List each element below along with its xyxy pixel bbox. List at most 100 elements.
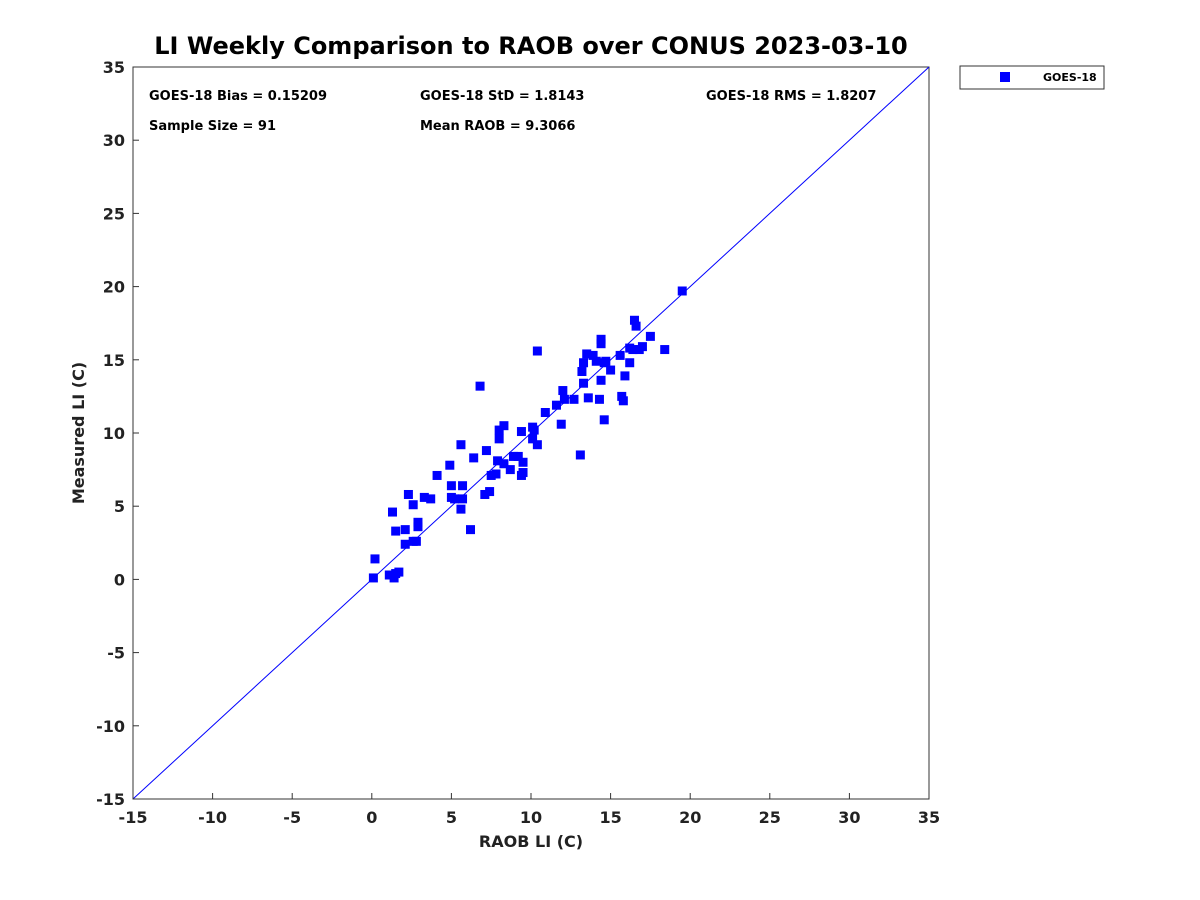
y-tick-label: -5 [107, 644, 125, 663]
data-point [450, 494, 460, 504]
data-point [419, 492, 429, 502]
data-point [601, 356, 611, 366]
data-point [508, 451, 518, 461]
data-point [529, 425, 539, 435]
y-tick-label: 35 [103, 58, 125, 77]
data-point [540, 408, 550, 418]
data-point [505, 465, 515, 475]
data-point [411, 536, 421, 546]
data-point [579, 378, 589, 388]
data-point [528, 434, 538, 444]
stat-bias: GOES-18 Bias = 0.15209 [149, 89, 327, 104]
data-point [582, 349, 592, 359]
data-point [493, 456, 503, 466]
data-point [516, 427, 526, 437]
x-tick-label: 15 [599, 808, 621, 827]
data-point [499, 459, 509, 469]
data-point [481, 446, 491, 456]
x-tick-label: -10 [198, 808, 227, 827]
data-point [370, 554, 380, 564]
data-point [588, 350, 598, 360]
data-point [499, 421, 509, 431]
data-point [403, 489, 413, 499]
data-point [575, 450, 585, 460]
data-point [569, 394, 579, 404]
data-point [368, 573, 378, 583]
data-point [445, 460, 455, 470]
data-point [629, 315, 639, 325]
stat-sample-size: Sample Size = 91 [149, 119, 276, 134]
data-points [368, 286, 687, 583]
data-point [432, 470, 442, 480]
y-tick-label: -15 [96, 790, 125, 809]
data-point [391, 526, 401, 536]
data-point [485, 487, 495, 497]
y-tick-label: -10 [96, 717, 125, 736]
data-point [591, 356, 601, 366]
x-tick-label: 10 [520, 808, 542, 827]
x-axis-label: RAOB LI (C) [479, 832, 583, 851]
y-tick-label: 15 [103, 351, 125, 370]
data-point [475, 381, 485, 391]
data-point [618, 396, 628, 406]
data-point [426, 494, 436, 504]
stat-mean-raob: Mean RAOB = 9.3066 [420, 119, 575, 134]
data-point [637, 342, 647, 352]
data-point [677, 286, 687, 296]
data-point [384, 570, 394, 580]
y-tick-label: 20 [103, 278, 125, 297]
data-point [494, 425, 504, 435]
data-point [400, 525, 410, 535]
x-tick-label: -5 [283, 808, 301, 827]
x-tick-label: 35 [918, 808, 940, 827]
data-point [558, 386, 568, 396]
legend-box [959, 65, 1105, 90]
stat-rms: GOES-18 RMS = 1.8207 [706, 89, 876, 104]
data-point [599, 415, 609, 425]
data-point [466, 525, 476, 535]
data-point [408, 500, 418, 510]
data-point [551, 400, 561, 410]
data-point [518, 457, 528, 467]
data-point [660, 345, 670, 355]
data-point [596, 334, 606, 344]
x-tick-label: 30 [838, 808, 860, 827]
data-point [628, 345, 638, 355]
data-point [400, 539, 410, 549]
data-point [596, 375, 606, 385]
data-point [577, 367, 587, 377]
data-point [458, 481, 468, 491]
data-point [625, 358, 635, 368]
data-point [620, 371, 630, 381]
data-point [556, 419, 566, 429]
stats-panel: GOES-18 Bias = 0.15209 GOES-18 StD = 1.8… [149, 89, 876, 134]
data-point [532, 440, 542, 450]
data-point [456, 504, 466, 514]
data-point [583, 393, 593, 403]
x-axis-ticks: -15 -10 -5 0 5 10 15 20 25 30 35 [119, 793, 940, 827]
y-axis-label: Measured LI (C) [69, 362, 88, 504]
stat-std: GOES-18 StD = 1.8143 [420, 89, 584, 104]
data-point [486, 470, 496, 480]
data-point [456, 440, 466, 450]
y-tick-label: 5 [114, 497, 125, 516]
data-point [446, 481, 456, 491]
legend-label-goes-18: GOES-18 [1043, 71, 1097, 84]
data-point [394, 567, 404, 577]
y-tick-label: 25 [103, 204, 125, 223]
y-axis-ticks: -15 -10 -5 0 5 10 15 20 25 30 35 [96, 58, 139, 809]
data-point [387, 507, 397, 517]
data-point [594, 394, 604, 404]
data-point [532, 346, 542, 356]
data-point [491, 469, 501, 479]
y-tick-label: 0 [114, 570, 125, 589]
x-tick-label: -15 [119, 808, 148, 827]
data-point [494, 434, 504, 444]
y-tick-label: 10 [103, 424, 125, 443]
x-tick-label: 20 [679, 808, 701, 827]
data-point [579, 358, 589, 368]
legend-marker-goes-18 [1000, 72, 1010, 82]
data-point [631, 321, 641, 331]
data-point [480, 489, 490, 499]
data-point [615, 350, 625, 360]
